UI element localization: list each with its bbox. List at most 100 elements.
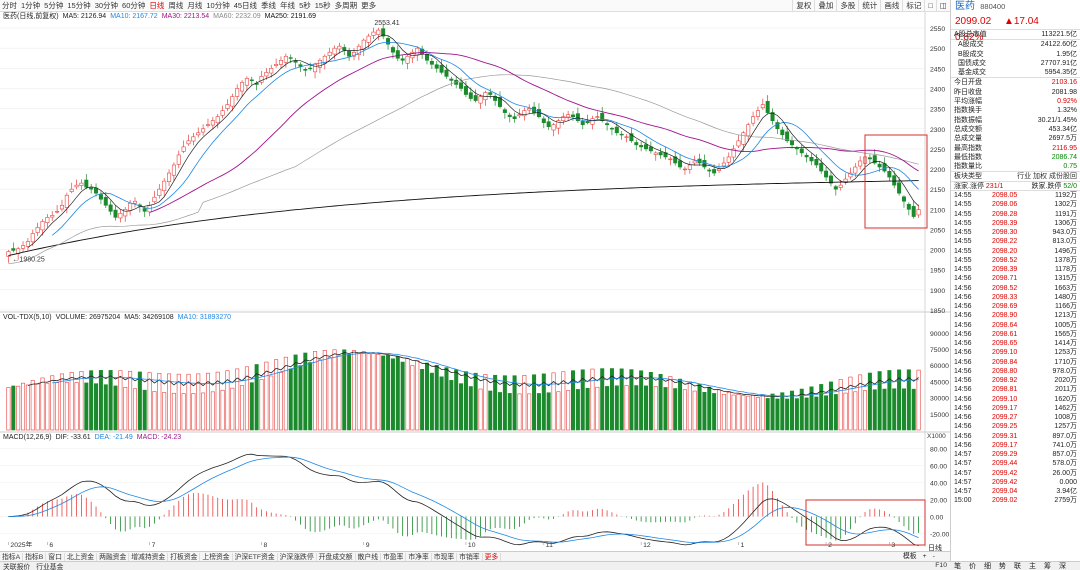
indicator-tab[interactable]: 上榜资金 [200,553,233,562]
toolbar-action-button[interactable]: 复权 [792,0,814,11]
toolbar-action-button[interactable]: ◫ [935,0,950,11]
indicator-tab[interactable]: 市盈率 [381,553,407,562]
volume-bar [463,371,468,431]
detail-tab[interactable]: 势 [999,563,1006,570]
volume-bar [59,373,64,431]
candle-body [527,108,532,111]
volume-bar [176,373,181,431]
period-tab[interactable]: 多周期 [334,1,358,10]
tick-list[interactable]: 14:55 2098.05 1192万 14:55 2098.06 1302万 14:55 2… [951,191,1080,506]
period-tab[interactable]: 45日线 [233,1,258,10]
candle-body [760,104,765,109]
stat-label: 最低指数 [954,153,982,161]
candle-body [653,152,658,155]
tick-row: 14:56 2098.64 1005万 [951,321,1080,330]
period-tab[interactable]: 更多 [361,1,377,10]
tick-price: 2098.64 [992,321,1018,329]
template-control[interactable]: 模板 [903,553,917,560]
volume-bar [580,369,585,431]
template-control[interactable]: - [932,553,935,560]
indicator-tab[interactable]: 更多 [483,553,502,562]
candle-body [668,158,673,161]
candle-body [332,47,337,55]
candle-body [240,82,245,92]
detail-tab[interactable]: 主 [1029,563,1036,570]
period-tab[interactable]: 周线 [168,1,184,10]
indicator-tab[interactable]: 市销率 [457,553,483,562]
candle-body [118,213,123,219]
detail-tab[interactable]: 联 [1014,563,1021,570]
status-tab[interactable]: 行业基金 [36,564,64,570]
template-control[interactable]: + [922,553,927,560]
candle-body [201,128,206,133]
tick-price: 2098.30 [992,229,1018,237]
period-tab[interactable]: 日线 [149,1,165,10]
toolbar-action-button[interactable]: 统计 [858,0,880,11]
period-tab[interactable]: 5秒 [299,1,311,10]
volume-bar [351,350,356,431]
volume-bar [79,371,84,431]
candle-body [79,182,84,186]
tick-row: 14:55 2098.06 1302万 [951,200,1080,209]
period-tab[interactable]: 年线 [280,1,296,10]
status-tab[interactable]: 关联报价 [3,564,31,570]
toolbar-action-button[interactable]: □ [924,0,936,11]
toolbar-action-button[interactable]: 多股 [836,0,858,11]
chart-area[interactable]: 2550 2500 2450 2400 2350 2300 2250 2200 2150 2100… [0,12,950,549]
f10-button[interactable]: F10 [935,562,947,569]
candle-body [327,51,332,56]
period-tab[interactable]: 10分钟 [206,1,230,10]
period-tab[interactable]: 1分钟 [21,1,41,10]
kline-chart[interactable]: 2550250024502400235023002250220021502100… [0,12,950,549]
tick-price: 2098.39 [992,219,1018,227]
period-tab[interactable]: 5分钟 [44,1,64,10]
tick-time: 14:57 [954,469,972,477]
stat-value: 2086.74 [1051,153,1077,161]
volume-bar [785,398,790,431]
indicator-tab[interactable]: 开盘成交额 [317,553,356,562]
indicator-tab[interactable]: 北上资金 [65,553,98,562]
period-tab[interactable]: 30分钟 [94,1,119,10]
indicator-tab[interactable]: 沪深ETF资金 [233,553,278,562]
stat-value: 1.95亿 [1056,50,1077,58]
plate-type-value[interactable]: 行业 加权 成份股回 [1017,173,1077,181]
macd-tick-label: 20.00 [930,498,947,505]
tick-volume: 1178万 [1054,266,1077,274]
period-tab[interactable]: 15秒 [314,1,331,10]
indicator-tab[interactable]: 指标B [23,553,47,562]
indicator-tab[interactable]: 窗口 [46,553,65,562]
candle-body [911,206,916,217]
toolbar-action-button[interactable]: 画线 [880,0,902,11]
period-tab[interactable]: 分时 [2,1,17,10]
detail-tab[interactable]: 价 [969,563,976,570]
period-tab[interactable]: 月线 [187,1,203,10]
indicator-tab[interactable]: 指标A [0,553,24,562]
date-label: 3 [891,542,895,547]
indicator-tab[interactable]: 市现率 [432,553,458,562]
detail-tab[interactable]: 筹 [1044,563,1051,570]
date-label: 1 [740,542,744,547]
candle-body [429,61,434,65]
detail-tab[interactable]: 笔 [954,563,961,570]
toolbar-action-button[interactable]: 标记 [902,0,924,11]
indicator-tab[interactable]: 两融资金 [97,553,130,562]
detail-tab[interactable]: 细 [984,563,991,570]
indicator-tab[interactable]: 散户线 [356,553,381,562]
indicator-tab[interactable]: 市净率 [406,553,432,562]
period-tab[interactable]: 15分钟 [67,1,91,10]
indicator-tab[interactable]: 增减持资金 [129,553,169,562]
indicator-tab[interactable]: 沪深涨跌停 [278,553,317,562]
candle-body [775,122,780,130]
tick-volume: 1620万 [1054,395,1077,403]
period-tab[interactable]: 季线 [261,1,277,10]
candle-body [916,209,921,216]
volume-bar [751,395,756,431]
tick-row: 14:56 2098.65 1414万 [951,339,1080,348]
candle-body [897,182,902,194]
detail-tab[interactable]: 深 [1059,563,1066,570]
indicator-tab[interactable]: 打板资金 [168,553,201,562]
candle-body [721,162,726,167]
toolbar-action-button[interactable]: 叠加 [814,0,836,11]
period-tab[interactable]: 60分钟 [122,1,146,10]
